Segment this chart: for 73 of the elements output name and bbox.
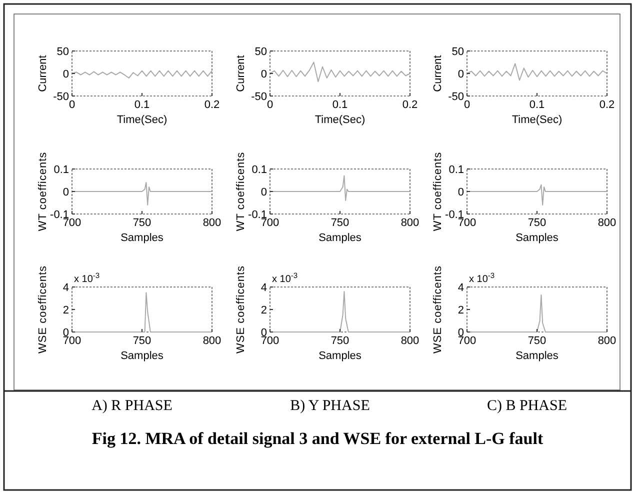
y-axis-title: WSE coefficents bbox=[235, 266, 247, 354]
x-tick-label: 800 bbox=[598, 335, 616, 347]
y-axis-title: WT coefficents bbox=[235, 152, 247, 232]
x-axis-title: Samples bbox=[120, 232, 164, 244]
text: C) B PHASE bbox=[486, 398, 568, 414]
x-tick-label: 800 bbox=[202, 217, 222, 229]
y-tick-label: 0.1 bbox=[54, 164, 69, 176]
x-axis-title: Samples bbox=[318, 232, 362, 244]
y-tick-label: -50 bbox=[448, 91, 464, 103]
x-tick-label: 0.1 bbox=[134, 99, 150, 111]
y-tick-label: 0 bbox=[458, 186, 464, 198]
y-axis-title: Current bbox=[432, 55, 444, 92]
y-tick-label: 50 bbox=[56, 46, 69, 58]
y-tick-label: 0 bbox=[62, 68, 69, 80]
x-tick-label: 800 bbox=[400, 217, 420, 229]
x-tick-label: 0.1 bbox=[332, 99, 348, 111]
line-series bbox=[466, 63, 608, 81]
x-tick-label: 750 bbox=[132, 335, 152, 347]
y-tick-label: 2 bbox=[458, 304, 464, 316]
text: x 10$^{-3}$ bbox=[272, 270, 298, 285]
text: x 10$^{-3}$ bbox=[74, 270, 100, 285]
text: x 10$^{-3}$ bbox=[469, 270, 495, 285]
line-series bbox=[270, 62, 410, 82]
line-series bbox=[72, 70, 212, 78]
x-tick-label: 750 bbox=[528, 335, 546, 347]
x-tick-label: 750 bbox=[330, 217, 350, 229]
text: B) Y PHASE bbox=[290, 398, 370, 414]
y-tick-label: 0 bbox=[260, 68, 267, 80]
x-tick-label: 800 bbox=[598, 217, 616, 229]
x-tick-label: 800 bbox=[400, 335, 420, 347]
y-tick-label: 0.1 bbox=[448, 164, 464, 176]
y-tick-label: 4 bbox=[62, 282, 69, 294]
x-tick-label: 700 bbox=[260, 335, 280, 347]
x-tick-label: 700 bbox=[62, 335, 82, 347]
y-tick-label: 0 bbox=[458, 68, 464, 80]
y-tick-label: 2 bbox=[62, 304, 69, 316]
x-tick-label: 0.1 bbox=[529, 99, 545, 111]
x-axis-title: Time(Sec) bbox=[314, 114, 366, 126]
x-tick-label: 0.2 bbox=[599, 99, 615, 111]
x-tick-label: 750 bbox=[132, 217, 152, 229]
y-tick-label: 2 bbox=[260, 304, 267, 316]
text: A) R PHASE bbox=[92, 398, 172, 414]
x-tick-label: 750 bbox=[330, 335, 350, 347]
x-tick-label: 700 bbox=[62, 217, 82, 229]
y-tick-label: 4 bbox=[458, 282, 464, 294]
caption: Fig 12. MRA of detail signal 3 and WSE for external L-G fault bbox=[90, 428, 544, 450]
x-tick-label: 750 bbox=[528, 217, 546, 229]
x-axis-title: Samples bbox=[318, 350, 362, 362]
y-tick-label: 4 bbox=[260, 282, 267, 294]
x-axis-title: Samples bbox=[516, 350, 559, 362]
y-axis-title: Current bbox=[235, 55, 247, 92]
x-tick-label: 700 bbox=[458, 217, 476, 229]
x-axis-title: Samples bbox=[120, 350, 164, 362]
y-tick-label: -50 bbox=[251, 91, 267, 103]
x-tick-label: 700 bbox=[260, 217, 280, 229]
x-tick-label: 0.2 bbox=[204, 99, 220, 111]
y-tick-label: 50 bbox=[452, 46, 464, 58]
y-tick-label: -50 bbox=[53, 91, 69, 103]
x-tick-label: 800 bbox=[202, 335, 222, 347]
x-tick-label: 0.2 bbox=[402, 99, 418, 111]
y-axis-title: WT coefficents bbox=[37, 152, 49, 232]
y-axis-title: Current bbox=[37, 55, 49, 92]
y-tick-label: 0 bbox=[62, 186, 69, 198]
y-tick-label: 50 bbox=[254, 46, 267, 58]
x-axis-title: Time(Sec) bbox=[116, 114, 168, 126]
y-tick-label: 0 bbox=[260, 186, 267, 198]
y-axis-title: WSE coefficents bbox=[432, 266, 444, 354]
y-axis-title: WT coefficents bbox=[432, 152, 444, 232]
x-tick-label: 700 bbox=[458, 335, 476, 347]
y-axis-title: WSE coefficents bbox=[37, 266, 49, 354]
y-tick-label: 0.1 bbox=[252, 164, 267, 176]
x-axis-title: Samples bbox=[516, 232, 559, 244]
x-axis-title: Time(Sec) bbox=[512, 114, 562, 126]
